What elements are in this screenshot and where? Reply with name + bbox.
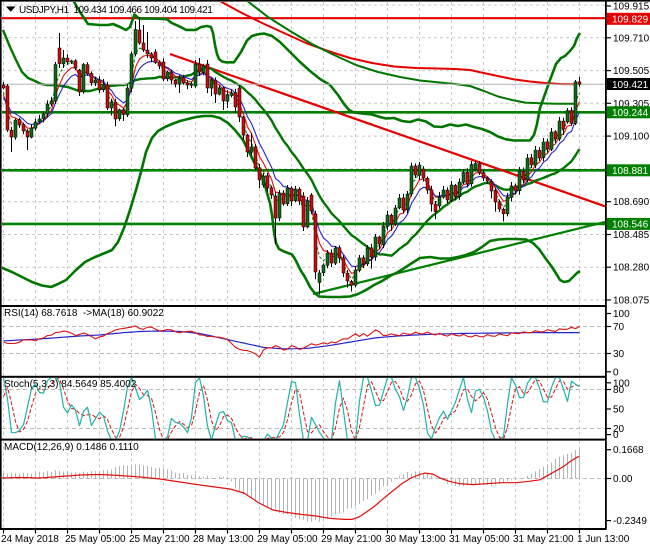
svg-text:109.305: 109.305 bbox=[613, 99, 650, 110]
svg-text:25 May 21:00: 25 May 21:00 bbox=[129, 534, 190, 545]
svg-text:70: 70 bbox=[613, 322, 625, 333]
svg-text:109.829: 109.829 bbox=[612, 15, 649, 26]
svg-text:25 May 05:00: 25 May 05:00 bbox=[65, 534, 126, 545]
svg-text:1 Jun 13:00: 1 Jun 13:00 bbox=[577, 534, 630, 545]
svg-text:108.546: 108.546 bbox=[612, 220, 649, 231]
svg-text:24 May 2018: 24 May 2018 bbox=[1, 534, 59, 545]
svg-text:MACD(12,26,9) 0.1486 0.1110: MACD(12,26,9) 0.1486 0.1110 bbox=[4, 442, 139, 453]
svg-text:109.505: 109.505 bbox=[613, 66, 650, 77]
svg-text:108.690: 108.690 bbox=[613, 197, 650, 208]
svg-text:108.485: 108.485 bbox=[613, 230, 650, 241]
svg-text:0: 0 bbox=[613, 430, 619, 441]
svg-text:30: 30 bbox=[613, 349, 625, 360]
svg-text:109.100: 109.100 bbox=[613, 132, 650, 143]
svg-text:80: 80 bbox=[613, 385, 625, 396]
svg-text:31 May 05:00: 31 May 05:00 bbox=[449, 534, 510, 545]
svg-text:109.244: 109.244 bbox=[612, 108, 649, 119]
svg-text:0.1668: 0.1668 bbox=[613, 445, 644, 456]
svg-text:USDJPY,H1 109.434 109.466 109: USDJPY,H1 109.434 109.466 109.404 109.42… bbox=[19, 5, 213, 16]
svg-text:RSI(14) 68.7618 ->MA(18) 60.9: RSI(14) 68.7618 ->MA(18) 60.9022 bbox=[4, 308, 164, 319]
svg-text:108.881: 108.881 bbox=[612, 166, 649, 177]
svg-text:50: 50 bbox=[613, 405, 625, 416]
svg-text:109.915: 109.915 bbox=[613, 2, 650, 13]
svg-text:109.421: 109.421 bbox=[612, 80, 649, 91]
svg-text:100: 100 bbox=[613, 378, 630, 389]
svg-text:28 May 13:00: 28 May 13:00 bbox=[193, 534, 254, 545]
svg-text:29 May 21:00: 29 May 21:00 bbox=[321, 534, 382, 545]
svg-text:31 May 21:00: 31 May 21:00 bbox=[513, 534, 574, 545]
svg-text:-0.2349: -0.2349 bbox=[613, 516, 647, 527]
svg-text:Stoch(5,3,3) 84.5649 85.4002: Stoch(5,3,3) 84.5649 85.4002 bbox=[4, 379, 137, 390]
svg-text:108.075: 108.075 bbox=[613, 296, 650, 307]
svg-text:29 May 05:00: 29 May 05:00 bbox=[257, 534, 318, 545]
svg-text:30 May 13:00: 30 May 13:00 bbox=[385, 534, 446, 545]
svg-text:20: 20 bbox=[613, 424, 625, 435]
svg-text:100: 100 bbox=[613, 309, 630, 320]
svg-text:0: 0 bbox=[613, 367, 619, 378]
svg-text:0.00: 0.00 bbox=[613, 474, 633, 485]
svg-text:109.710: 109.710 bbox=[613, 33, 650, 44]
svg-text:108.280: 108.280 bbox=[613, 263, 650, 274]
